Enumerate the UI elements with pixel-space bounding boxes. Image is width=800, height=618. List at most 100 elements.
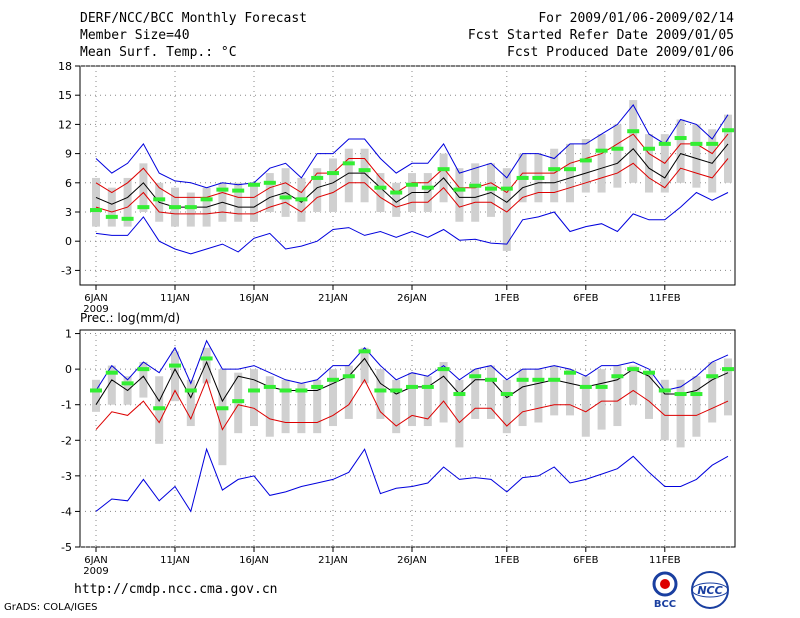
temp-obs-mark — [437, 167, 450, 172]
precip-obs-mark — [469, 374, 482, 379]
temp-obs-mark — [184, 205, 197, 210]
ncc-logo: NCC — [691, 571, 729, 609]
precip-spread-box — [360, 347, 369, 384]
temp-spread-box — [566, 143, 574, 203]
temp-obs-mark — [169, 205, 181, 210]
temp-obs-mark — [532, 175, 545, 180]
precip-obs-mark — [200, 356, 213, 361]
temp-spread-box — [139, 163, 148, 212]
footer-url[interactable]: http://cmdp.ncc.cma.gov.cn — [74, 582, 278, 597]
precip-xtick-label: 1FEB — [494, 555, 519, 566]
precip-obs-mark — [263, 384, 276, 389]
precip-xtick-label: 16JAN — [239, 555, 269, 566]
temp-ytick-label: 12 — [58, 118, 72, 131]
precip-spread-box — [171, 351, 179, 402]
precip-xtick-label: 6FEB — [573, 555, 598, 566]
temp-obs-mark — [279, 195, 292, 200]
precip-obs-mark — [279, 388, 292, 393]
precip-obs-mark — [248, 388, 260, 393]
temp-obs-mark — [706, 141, 719, 146]
precip-obs-mark — [532, 377, 545, 382]
started-date: Fcst Started Refer Date 2009/01/05 — [467, 28, 734, 43]
precip-xtick-label: 21JAN — [318, 555, 348, 566]
temp-ytick-label: 18 — [58, 60, 72, 73]
forecast-period: For 2009/01/06-2009/02/14 — [538, 11, 734, 26]
precip-spread-box — [250, 369, 258, 427]
bcc-logo: BCC — [652, 571, 678, 610]
temp-obs-mark — [216, 187, 229, 192]
temp-xtick-label: 11FEB — [649, 293, 681, 304]
temp-obs-mark — [485, 186, 497, 191]
temp-spread-box — [455, 168, 464, 222]
temp-obs-mark — [564, 167, 576, 172]
temp-ytick-label: 15 — [58, 89, 72, 102]
temp-obs-mark — [406, 182, 418, 187]
precip-xtick-label: 11FEB — [649, 555, 681, 566]
temp-obs-mark — [263, 180, 276, 185]
precip-obs-mark — [406, 384, 418, 389]
temp-spread-box — [613, 124, 622, 188]
ncc-logo-text: NCC — [697, 584, 722, 597]
temp-obs-mark — [611, 146, 624, 151]
temp-obs-mark — [674, 136, 687, 141]
temp-spread-box — [329, 158, 337, 212]
temp-line-max — [95, 104, 729, 189]
temp-obs-mark — [469, 183, 482, 188]
precip-spread-box — [139, 362, 148, 398]
temp-obs-mark — [421, 185, 434, 190]
precip-spread-box — [313, 379, 322, 434]
temp-ytick-label: 9 — [65, 148, 72, 161]
temp-obs-mark — [500, 186, 513, 191]
precip-obs-mark — [500, 392, 513, 397]
precip-obs-mark — [421, 384, 434, 389]
precip-spread-box — [534, 369, 543, 423]
precip-spread-box — [724, 358, 732, 416]
precip-spread-box — [502, 379, 511, 434]
temp-obs-mark — [516, 175, 529, 180]
precip-obs-mark — [232, 399, 245, 404]
precip-obs-mark — [374, 388, 387, 393]
temp-spread-box — [344, 148, 353, 203]
precip-xtick-sublabel: 2009 — [83, 566, 108, 577]
precip-spread-box — [566, 369, 574, 416]
header-left: DERF/NCC/BCC Monthly Forecast Member Siz… — [80, 10, 307, 61]
precip-spread-box — [329, 369, 337, 427]
precip-obs-mark — [722, 367, 734, 372]
precip-spread-box — [281, 379, 290, 434]
precip-spread-box — [692, 376, 701, 437]
bcc-logo-dot — [660, 579, 670, 589]
precip-spread-box — [439, 362, 448, 423]
precip-obs-mark — [121, 381, 134, 386]
temp-xtick-label: 6JAN — [84, 293, 107, 304]
temp-obs-mark — [390, 190, 403, 195]
temp-spread-box — [360, 148, 369, 203]
precip-spread-box — [629, 365, 638, 405]
temp-obs-mark — [327, 171, 339, 176]
temp-spread-box — [471, 163, 480, 222]
precip-spread-box — [107, 365, 116, 405]
precip-xtick-label: 11JAN — [160, 555, 190, 566]
precip-obs-mark — [690, 392, 703, 397]
precip-obs-mark — [169, 363, 181, 368]
temp-line-mean — [95, 143, 729, 208]
chart-title: DERF/NCC/BCC Monthly Forecast — [80, 11, 307, 26]
temp-spread-box — [724, 114, 732, 183]
temp-spread-box — [234, 182, 243, 222]
temp-spread-box — [550, 148, 559, 203]
precip-ytick-label: -3 — [61, 470, 72, 483]
precip-spread-box — [550, 365, 559, 416]
temp-spread-box — [392, 182, 401, 217]
header-right: For 2009/01/06-2009/02/14 Fcst Started R… — [440, 10, 734, 61]
grads-credit: GrADS: COLA/IGES — [4, 602, 98, 613]
precip-obs-mark — [627, 367, 640, 372]
temp-obs-mark — [137, 205, 150, 210]
temp-ytick-label: -3 — [61, 264, 72, 277]
temp-xtick-label: 21JAN — [318, 293, 348, 304]
temp-obs-mark — [232, 188, 245, 193]
precip-spread-box — [487, 365, 495, 419]
precip-line-max — [95, 339, 729, 392]
temp-ytick-label: 6 — [65, 177, 72, 190]
precip-obs-mark — [105, 370, 118, 375]
precip-frame — [79, 329, 736, 548]
precip-line-lower — [95, 378, 729, 431]
